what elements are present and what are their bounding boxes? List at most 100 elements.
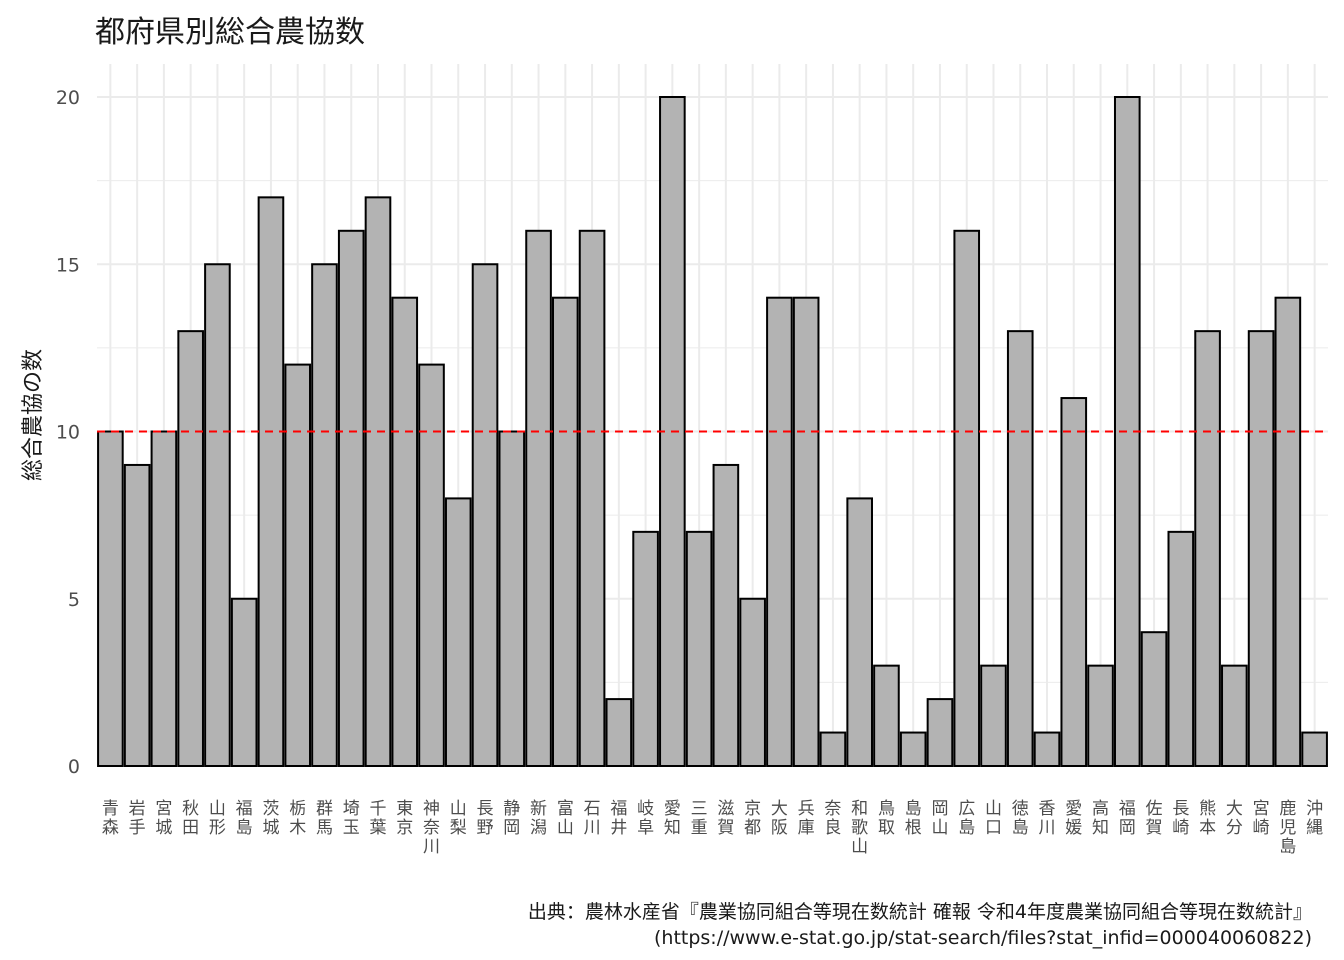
- bar: [792, 296, 820, 767]
- bar: [391, 296, 419, 767]
- bar: [899, 731, 927, 767]
- y-tick-label: 0: [68, 756, 80, 778]
- x-tick-label: 兵庫: [798, 799, 815, 838]
- x-tick-label: 大分: [1226, 799, 1243, 838]
- bar: [552, 296, 579, 767]
- bar: [953, 229, 981, 768]
- bar: [525, 229, 552, 768]
- x-tick-label: 和歌山: [851, 799, 868, 857]
- bar: [150, 430, 178, 767]
- x-tick-label: 神奈川: [423, 799, 440, 857]
- x-tick-label: 香川: [1039, 799, 1056, 838]
- bar: [712, 463, 740, 767]
- y-tick-label: 10: [56, 422, 80, 444]
- x-tick-label: 福島: [236, 799, 253, 838]
- x-tick-label: 広島: [958, 799, 975, 838]
- bar: [1167, 530, 1195, 767]
- bar: [364, 196, 392, 768]
- x-tick-label: 新潟: [530, 799, 547, 838]
- bar: [311, 263, 338, 767]
- chart-caption: 出典：農林水産省『農業協同組合等現在数統計 確報 令和4年度農業協同組合等現在数…: [528, 901, 1312, 949]
- bar: [498, 430, 526, 767]
- bar: [685, 530, 713, 767]
- x-tick-label: 岐阜: [637, 799, 654, 838]
- bar: [444, 497, 472, 767]
- x-tick-label: 三重: [691, 799, 708, 838]
- x-tick-label: 岩手: [129, 799, 146, 838]
- bar: [1006, 330, 1034, 767]
- x-tick-label: 高知: [1092, 799, 1109, 838]
- bar: [230, 597, 258, 767]
- bar: [1221, 664, 1248, 768]
- x-tick-label: 宮城: [155, 799, 172, 838]
- x-tick-label: 富山: [557, 799, 574, 838]
- x-tick-label: 茨城: [262, 799, 279, 838]
- x-tick-label: 宮崎: [1253, 799, 1270, 838]
- x-tick-label: 石川: [584, 799, 601, 838]
- bar: [1060, 397, 1088, 767]
- bar: [1301, 731, 1328, 767]
- x-tick-label: 静岡: [503, 799, 520, 838]
- bar: [123, 463, 151, 767]
- x-tick-label: 滋賀: [717, 799, 734, 838]
- x-tick-label: 東京: [396, 799, 413, 838]
- x-tick-label: 愛知: [664, 799, 681, 838]
- x-tick-label: 山形: [209, 799, 226, 838]
- x-tick-label: 徳島: [1012, 799, 1029, 838]
- y-tick-label: 5: [68, 589, 80, 611]
- x-tick-label: 青森: [102, 799, 119, 838]
- x-tick-label: 群馬: [316, 799, 333, 838]
- x-tick-label: 千葉: [369, 799, 386, 838]
- x-tick-label: 福井: [610, 799, 627, 838]
- bar: [1274, 296, 1302, 767]
- y-axis-label: 総合農協の数: [21, 349, 46, 481]
- x-tick-label: 山梨: [450, 799, 467, 838]
- bar: [980, 664, 1007, 768]
- x-tick-label: 長崎: [1172, 799, 1189, 838]
- bar: [1087, 664, 1114, 768]
- y-axis-ticks: 0 5 10 15 20: [56, 87, 80, 778]
- bar: [1194, 330, 1221, 767]
- x-tick-label: 山口: [985, 799, 1002, 838]
- bar: [846, 497, 873, 767]
- x-tick-label: 奈良: [824, 799, 841, 838]
- bar: [926, 698, 954, 767]
- x-tick-label: 鹿児島: [1279, 799, 1296, 857]
- bar: [471, 263, 499, 767]
- x-tick-label: 大阪: [771, 799, 788, 838]
- bar: [418, 363, 445, 767]
- bar: [284, 363, 312, 767]
- x-tick-label: 鳥取: [878, 799, 895, 838]
- bar: [1140, 631, 1168, 768]
- bar: [204, 263, 231, 767]
- x-tick-label: 京都: [744, 799, 761, 838]
- bar: [578, 229, 606, 768]
- chart-title: 都府県別総合農協数: [95, 15, 365, 50]
- x-tick-label: 佐賀: [1146, 799, 1163, 838]
- x-tick-label: 埼玉: [343, 799, 360, 838]
- bar: [632, 530, 659, 767]
- bar: [1033, 731, 1061, 767]
- bar: [257, 196, 285, 768]
- bar: [177, 330, 204, 767]
- x-tick-label: 島根: [905, 799, 922, 838]
- caption-line: 出典：農林水産省『農業協同組合等現在数統計 確報 令和4年度農業協同組合等現在数…: [528, 901, 1312, 923]
- x-tick-label: 栃木: [289, 799, 306, 838]
- x-tick-label: 秋田: [182, 799, 199, 838]
- y-tick-label: 15: [56, 254, 80, 276]
- y-tick-label: 20: [56, 87, 80, 109]
- bar: [739, 597, 766, 767]
- x-tick-label: 熊本: [1199, 799, 1216, 838]
- x-tick-label: 沖縄: [1306, 799, 1323, 838]
- bar: [605, 698, 633, 767]
- bar: [873, 664, 900, 768]
- bars: [97, 96, 1328, 768]
- bar: [766, 296, 793, 767]
- x-axis-ticks: 青森岩手宮城秋田山形福島茨城栃木群馬埼玉千葉東京神奈川山梨長野静岡新潟富山石川福…: [102, 799, 1323, 857]
- bar: [1247, 330, 1275, 767]
- x-tick-label: 愛媛: [1065, 799, 1082, 838]
- x-tick-label: 福岡: [1119, 799, 1136, 838]
- x-tick-label: 岡山: [931, 799, 948, 838]
- bar: [819, 731, 847, 767]
